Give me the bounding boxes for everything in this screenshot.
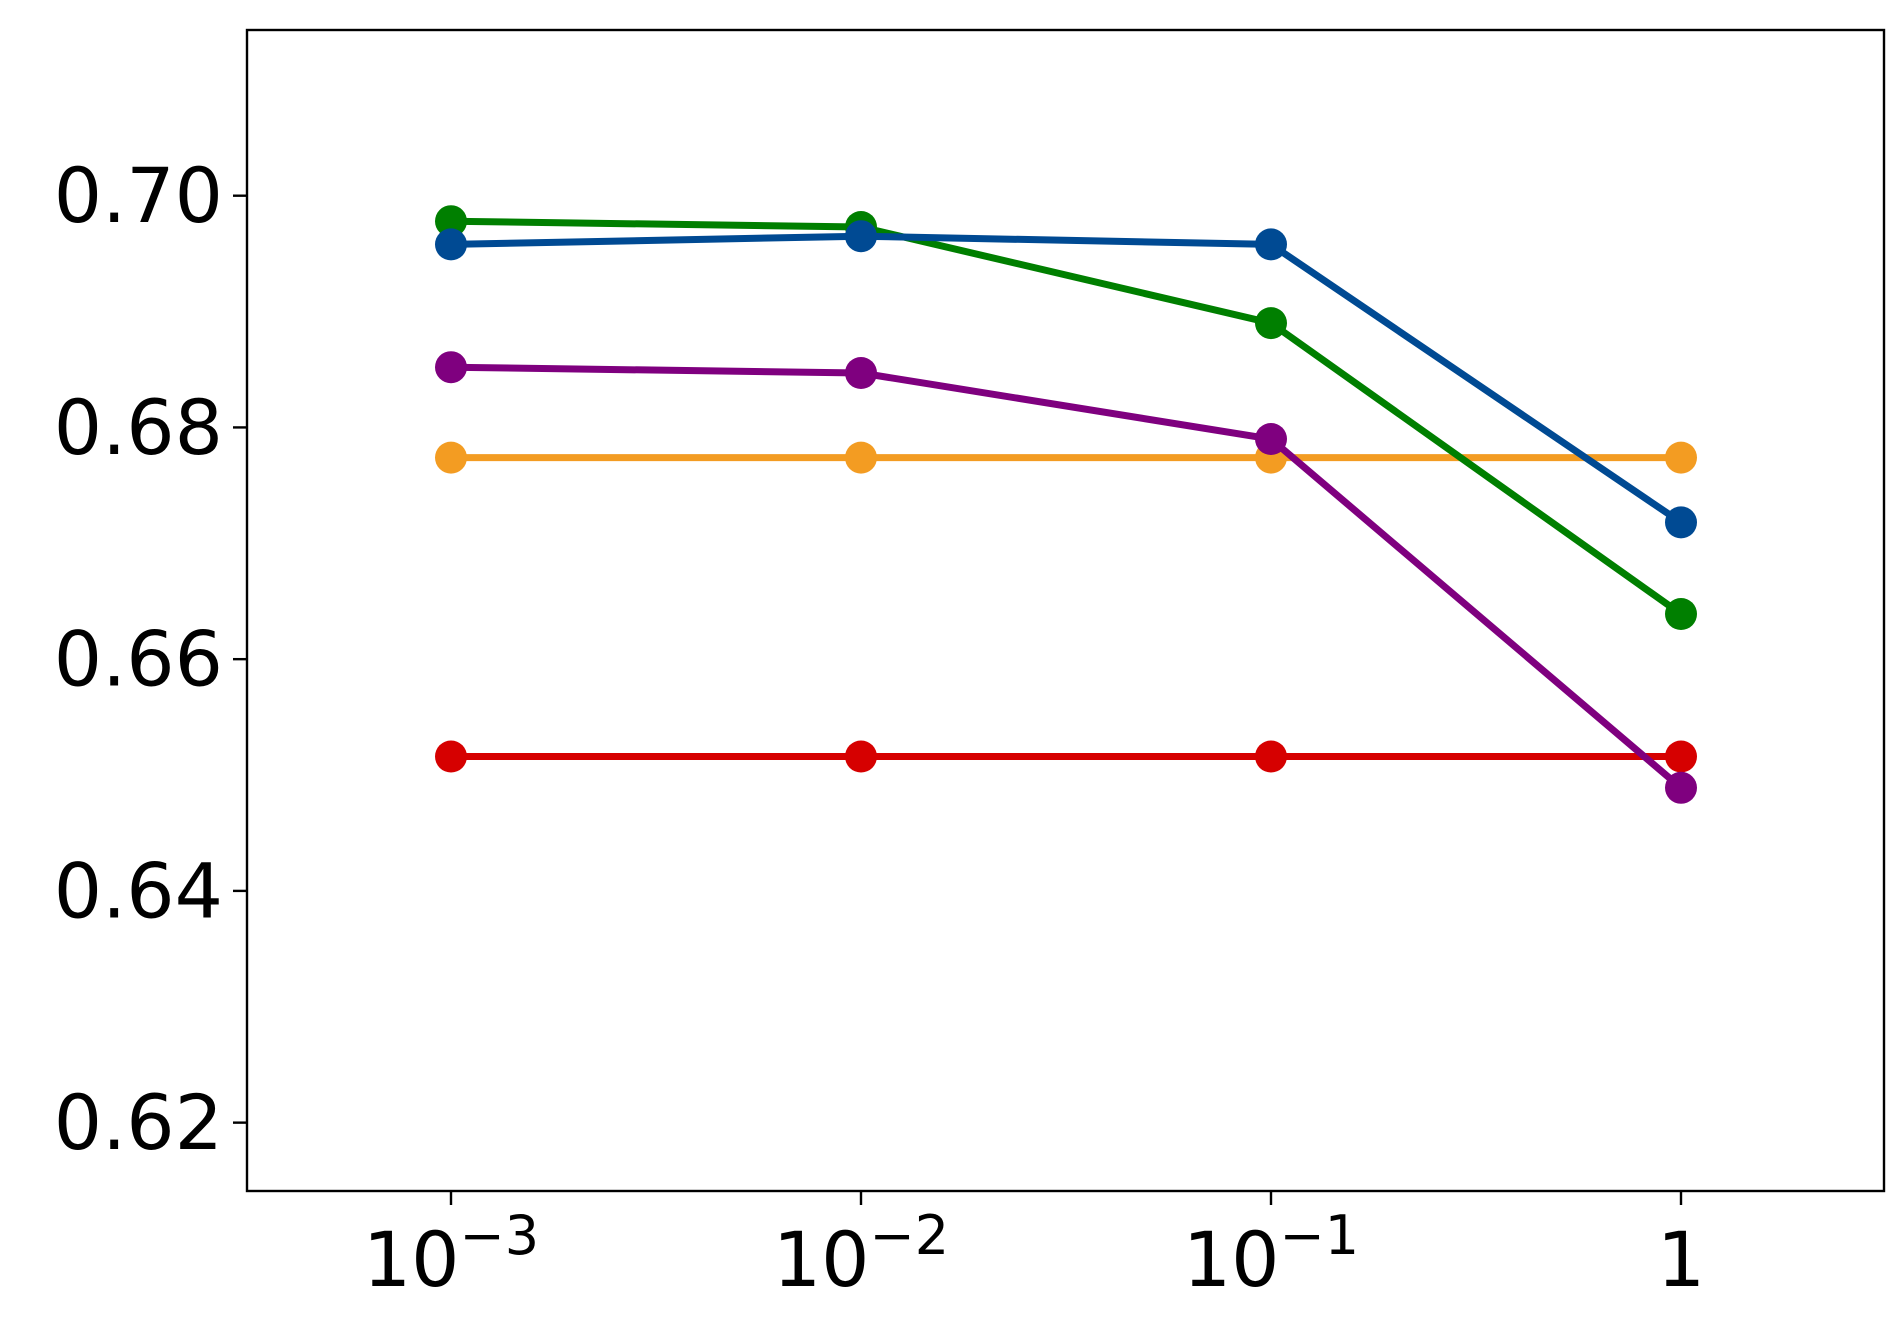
x-tick-exponent: −2: [870, 1204, 950, 1267]
series-2: [435, 351, 1697, 804]
data-point: [435, 228, 467, 261]
x-tick-exponent: −1: [1280, 1204, 1360, 1267]
series-4: [435, 220, 1697, 539]
data-point: [845, 740, 877, 773]
data-point: [435, 351, 467, 384]
x-tick-label: 10−1: [1183, 1204, 1359, 1304]
data-point: [435, 441, 467, 474]
data-point: [435, 205, 467, 238]
y-tick-label: 0.68: [54, 383, 223, 472]
series-0: [435, 441, 1697, 474]
y-tick-label: 0.64: [54, 846, 223, 935]
x-tick-base: 10: [363, 1215, 460, 1304]
x-tick-exponent: −3: [460, 1204, 540, 1267]
series-line: [447, 363, 1685, 792]
data-point: [1665, 740, 1697, 773]
y-tick-label: 0.70: [54, 151, 223, 240]
x-axis: 10−3 10−2 10−1 1: [363, 1191, 1705, 1304]
y-tick-label: 0.66: [54, 615, 223, 704]
data-point: [1665, 441, 1697, 474]
data-point: [1665, 598, 1697, 630]
data-point: [1255, 740, 1287, 773]
y-tick-label: 0.62: [54, 1078, 223, 1167]
data-point: [1665, 771, 1697, 804]
series-1: [435, 740, 1697, 773]
x-tick-label: 10−3: [363, 1204, 539, 1304]
series-3: [435, 205, 1697, 630]
x-tick-base: 10: [1183, 1215, 1280, 1304]
data-point: [435, 740, 467, 773]
data-point: [845, 441, 877, 474]
data-point: [1255, 307, 1287, 340]
x-tick-base: 1: [1657, 1215, 1705, 1304]
x-tick-base: 10: [773, 1215, 870, 1304]
data-point: [1255, 423, 1287, 455]
data-point: [1255, 228, 1287, 261]
series-layer: [435, 205, 1697, 804]
data-point: [1665, 506, 1697, 539]
y-axis: 0.62 0.64 0.66 0.68 0.70: [54, 151, 247, 1167]
plot-frame: [245, 28, 1886, 1193]
series-line: [447, 217, 1685, 618]
x-tick-label: 1: [1657, 1215, 1705, 1304]
data-point: [845, 357, 877, 389]
data-point: [845, 220, 877, 253]
x-tick-label: 10−2: [773, 1204, 949, 1304]
series-line: [447, 232, 1685, 526]
